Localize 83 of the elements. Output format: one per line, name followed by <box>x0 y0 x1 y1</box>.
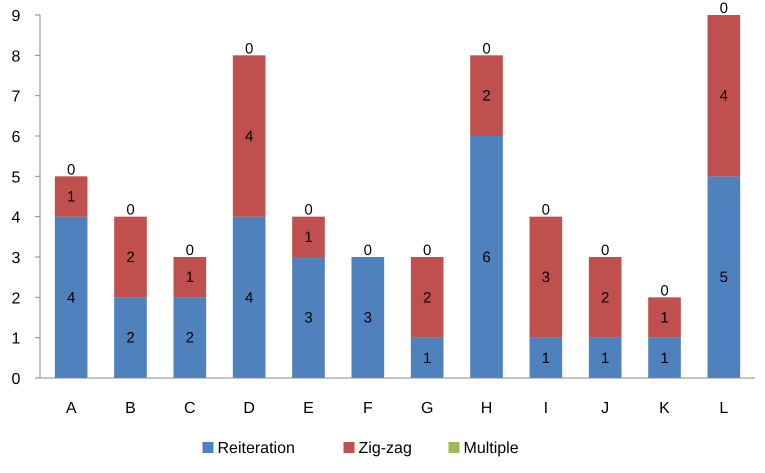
y-tick-label: 4 <box>12 210 21 227</box>
bar <box>114 216 147 298</box>
data-label: 1 <box>542 350 550 367</box>
bar <box>470 55 503 136</box>
y-tick-label: 8 <box>12 48 21 66</box>
bar <box>54 216 88 378</box>
bar <box>410 257 444 338</box>
bar <box>54 176 88 217</box>
bar <box>708 176 740 378</box>
data-label: 1 <box>66 188 76 206</box>
data-label: 3 <box>364 310 372 326</box>
bar <box>292 216 325 257</box>
data-label: 2 <box>126 249 135 266</box>
data-label: 0 <box>720 0 728 17</box>
legend-label: Zig-zag <box>358 440 412 457</box>
y-tick-label: 2 <box>12 290 21 308</box>
data-label: 4 <box>66 289 76 306</box>
data-label: 0 <box>244 40 254 58</box>
y-tick-label: 5 <box>12 169 21 186</box>
x-tick-label: G <box>420 400 434 417</box>
bar <box>648 338 681 378</box>
x-tick-label: J <box>601 400 610 417</box>
y-tick-label: 7 <box>12 88 21 106</box>
bar <box>232 216 266 378</box>
data-label: 1 <box>304 228 313 246</box>
y-tick-label: 1 <box>12 330 21 348</box>
legend-label: Multiple <box>464 440 519 457</box>
data-label: 1 <box>660 310 669 326</box>
x-tick-label: H <box>480 400 492 417</box>
data-label: 0 <box>66 161 76 178</box>
y-tick-label: 0 <box>12 371 21 388</box>
bar <box>174 257 206 298</box>
bar <box>114 297 147 378</box>
data-label: 6 <box>482 249 491 266</box>
y-tick-label: 6 <box>12 129 21 146</box>
x-tick-label: C <box>184 400 196 417</box>
bar <box>588 338 622 378</box>
data-label: 0 <box>126 202 135 219</box>
bar <box>648 297 681 338</box>
bar <box>232 55 266 217</box>
data-label: 0 <box>482 40 491 58</box>
bar <box>352 257 384 378</box>
x-tick-label: E <box>303 400 314 417</box>
data-label: 0 <box>542 202 550 219</box>
x-tick-label: I <box>544 400 548 417</box>
data-label: 1 <box>660 350 669 367</box>
x-tick-label: F <box>362 400 373 417</box>
bar <box>292 257 325 378</box>
bar <box>470 136 503 378</box>
data-label: 1 <box>601 350 610 367</box>
data-label: 5 <box>720 269 728 286</box>
bar <box>410 338 444 378</box>
data-label: 0 <box>364 242 372 259</box>
data-label: 2 <box>601 289 610 306</box>
data-label: 4 <box>720 88 728 105</box>
data-label: 2 <box>126 330 135 347</box>
data-label: 3 <box>542 269 550 286</box>
data-label: 0 <box>304 202 313 219</box>
bar <box>174 297 206 378</box>
data-label: 2 <box>482 88 491 105</box>
y-tick-label: 9 <box>12 8 21 25</box>
data-label: 2 <box>186 330 194 347</box>
x-tick-label: B <box>125 400 136 417</box>
bar <box>530 338 562 378</box>
data-label: 2 <box>422 289 432 306</box>
data-label: 4 <box>244 289 254 306</box>
data-label: 0 <box>186 242 194 259</box>
x-tick-label: D <box>243 400 255 417</box>
data-label: 4 <box>244 128 254 145</box>
data-label: 1 <box>422 350 432 367</box>
x-tick-label: A <box>66 400 77 417</box>
data-label: 1 <box>186 269 194 286</box>
x-tick-label: L <box>719 400 728 417</box>
bar <box>530 216 562 338</box>
data-label: 0 <box>601 242 610 259</box>
data-label: 0 <box>422 242 432 259</box>
bar <box>588 257 622 338</box>
legend-label: Reiteration <box>218 440 295 457</box>
data-label: 0 <box>660 282 669 300</box>
y-tick-label: 3 <box>12 250 21 267</box>
bar <box>708 15 740 176</box>
x-tick-label: K <box>659 400 670 417</box>
data-label: 3 <box>304 310 313 326</box>
